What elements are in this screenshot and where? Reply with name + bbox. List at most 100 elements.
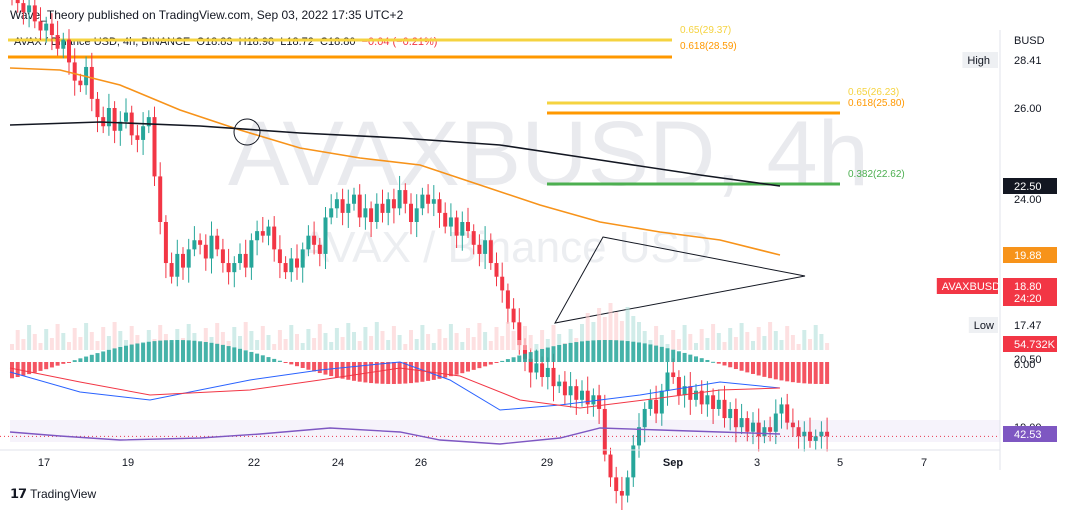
volume-bar: [369, 336, 374, 350]
candle-body: [15, 0, 20, 4]
macd-hist-bar: [808, 362, 812, 384]
volume-bar: [796, 344, 801, 350]
candle-body: [523, 345, 527, 359]
volume-bar: [300, 343, 305, 350]
macd-hist-bar: [101, 351, 106, 362]
macd-hist-bar: [545, 347, 550, 362]
fib-label-2: 0.65(26.23): [848, 87, 899, 98]
macd-hist-bar: [625, 341, 630, 362]
candle-body: [454, 217, 459, 236]
volume-bar: [323, 333, 328, 350]
candle-body: [44, 23, 49, 31]
candle-body: [716, 399, 721, 409]
volume-bar: [751, 341, 755, 350]
candle-body: [374, 203, 379, 222]
candle-body: [420, 194, 425, 209]
macd-hist-bar: [397, 362, 402, 384]
candle-body: [175, 253, 180, 277]
macd-hist-bar: [722, 362, 727, 366]
volume-bar: [688, 334, 693, 350]
macd-hist-bar: [414, 362, 419, 383]
y-tick-3: 20.50: [1014, 354, 1042, 366]
candle-body: [380, 203, 385, 213]
macd-hist-bar: [323, 362, 328, 375]
candle-body: [671, 372, 676, 378]
macd-hist-bar: [631, 341, 636, 362]
candle-body: [659, 390, 664, 414]
macd-hist-bar: [340, 362, 345, 379]
macd-hist-bar: [386, 362, 391, 384]
candle-body: [494, 263, 499, 277]
candle-body: [397, 190, 402, 209]
candle-body: [266, 226, 271, 236]
price-tag-bg: [1003, 290, 1057, 306]
macd-hist-bar: [785, 362, 790, 382]
price-tag-bg: [1003, 317, 1057, 333]
candle-body: [790, 422, 795, 428]
macd-hist-bar: [181, 340, 185, 362]
candle-body: [802, 431, 807, 437]
volume-bar: [642, 331, 647, 350]
candle-body: [728, 408, 733, 419]
macd-hist-bar: [768, 362, 773, 379]
candle-body: [585, 390, 590, 405]
candle-body: [391, 199, 396, 209]
volume-bar: [483, 332, 488, 350]
candle-body: [460, 222, 465, 236]
volume-bar: [454, 333, 459, 350]
rsi-value-text: 42.53: [1014, 429, 1042, 441]
volume-bar: [631, 316, 636, 350]
x-tick-3: 24: [332, 457, 344, 469]
volume-bar: [659, 335, 664, 350]
candle-body: [112, 108, 117, 131]
fib-label-4: 0.382(22.62): [848, 169, 905, 180]
volume-bar: [716, 333, 721, 350]
volume-bar: [232, 327, 237, 350]
rsi-value-tag: [1003, 426, 1057, 442]
overlays: [0, 67, 1000, 437]
macd-hist-bar: [61, 362, 66, 364]
macd-hist-bar: [312, 362, 317, 372]
volume-bar: [671, 330, 676, 350]
volume-bar: [374, 322, 379, 350]
candle-body: [608, 454, 613, 478]
candle-body: [796, 427, 801, 437]
candle-body: [762, 427, 767, 437]
volume-bar: [779, 340, 784, 350]
volume-bar: [386, 340, 391, 350]
candle-body: [483, 240, 488, 254]
macd-hist-bar: [158, 340, 163, 362]
candle-body: [72, 62, 77, 81]
macd-hist-bar: [72, 360, 77, 362]
x-axis[interactable]: 17 19 22 24 26 29 Sep 3 5 7: [38, 457, 927, 469]
candle-body: [477, 244, 482, 254]
candle-body: [688, 386, 693, 400]
candle-body: [562, 381, 567, 396]
candle-body: [135, 135, 140, 140]
volume-bar: [124, 340, 128, 350]
candle-body: [163, 222, 168, 264]
candle-body: [773, 413, 778, 432]
macd-hist-bar: [659, 346, 664, 362]
candle-body: [334, 199, 339, 209]
candle-body: [637, 427, 641, 446]
candle-body: [386, 199, 391, 213]
volume-bar: [10, 344, 14, 350]
volume-bar: [380, 331, 385, 350]
macd-hist-bar: [505, 359, 510, 362]
price-label-name: High: [967, 55, 990, 67]
rsi-band: [10, 420, 1000, 442]
price-tag-value: 24:20: [1014, 293, 1042, 305]
volume-bar: [534, 344, 539, 350]
volume-bar: [158, 325, 163, 350]
macd-hist-bar: [648, 344, 653, 362]
x-tick-6: Sep: [663, 457, 683, 469]
triangle-pattern: [554, 236, 806, 324]
volume-bar: [557, 334, 562, 350]
macd-hist-bar: [688, 354, 693, 362]
x-tick-5: 29: [541, 457, 553, 469]
macd-hist-bar: [277, 360, 282, 362]
